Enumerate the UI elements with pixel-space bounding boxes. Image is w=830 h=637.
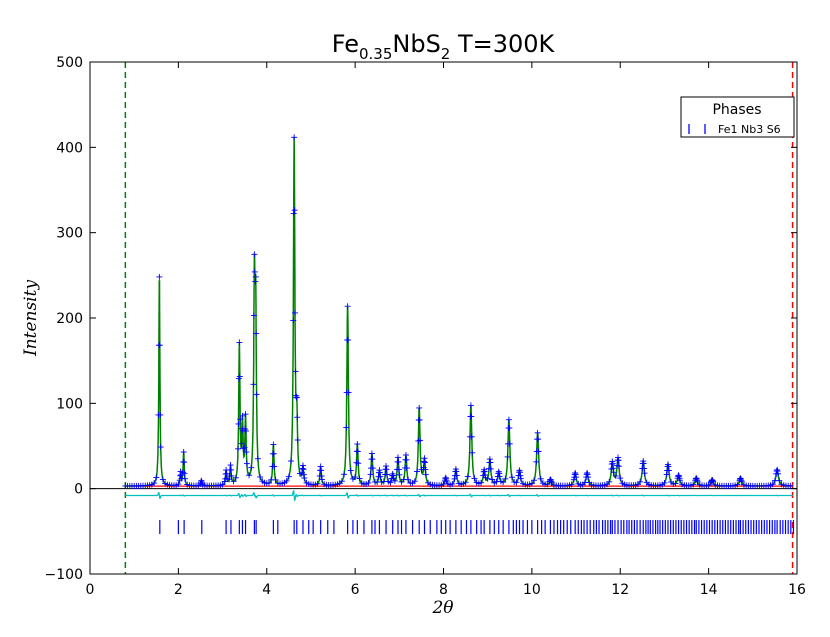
chart-title: Fe0.35NbS2 T=300K — [332, 30, 556, 63]
x-tick-label: 0 — [86, 582, 95, 598]
y-axis-ticks: −100 0 100 200 300 400 500 — [45, 55, 797, 583]
difference-curve — [125, 489, 793, 502]
y-tick-label: 400 — [56, 140, 83, 156]
y-tick-label: −100 — [45, 567, 83, 583]
x-tick-label: 14 — [700, 582, 718, 598]
x-tick-label: 10 — [523, 582, 541, 598]
plot-frame — [89, 61, 798, 575]
x-tick-label: 12 — [611, 582, 629, 598]
y-tick-label: 100 — [56, 396, 83, 412]
x-tick-label: 16 — [788, 582, 806, 598]
plot-area — [90, 62, 797, 574]
legend-title: Phases — [712, 102, 761, 118]
title-subscript-2: 2 — [441, 45, 451, 63]
legend-box — [680, 96, 795, 138]
reflection-ticks — [159, 520, 795, 535]
legend-entry-label: Fe1 Nb3 S6 — [718, 123, 781, 136]
title-middle: NbS — [392, 30, 440, 58]
y-tick-label: 0 — [74, 482, 83, 498]
y-tick-label: 300 — [56, 226, 83, 242]
x-tick-label: 8 — [439, 582, 448, 598]
calculated-curve — [125, 137, 793, 487]
x-tick-label: 4 — [262, 582, 271, 598]
title-subscript-1: 0.35 — [359, 45, 392, 63]
y-tick-label: 200 — [56, 311, 83, 327]
x-axis-label: 2θ — [431, 598, 453, 618]
y-axis-label: Intensity — [21, 280, 41, 357]
y-tick-label: 500 — [56, 55, 83, 71]
legend: Phases Fe1 Nb3 S6 — [680, 96, 795, 138]
x-tick-label: 2 — [174, 582, 183, 598]
title-suffix: T=300K — [450, 30, 555, 58]
x-tick-label: 6 — [351, 582, 360, 598]
title-base: Fe — [332, 30, 359, 58]
observed-points — [122, 134, 794, 489]
x-axis-ticks: 0 2 4 6 8 10 12 14 16 — [86, 62, 806, 598]
